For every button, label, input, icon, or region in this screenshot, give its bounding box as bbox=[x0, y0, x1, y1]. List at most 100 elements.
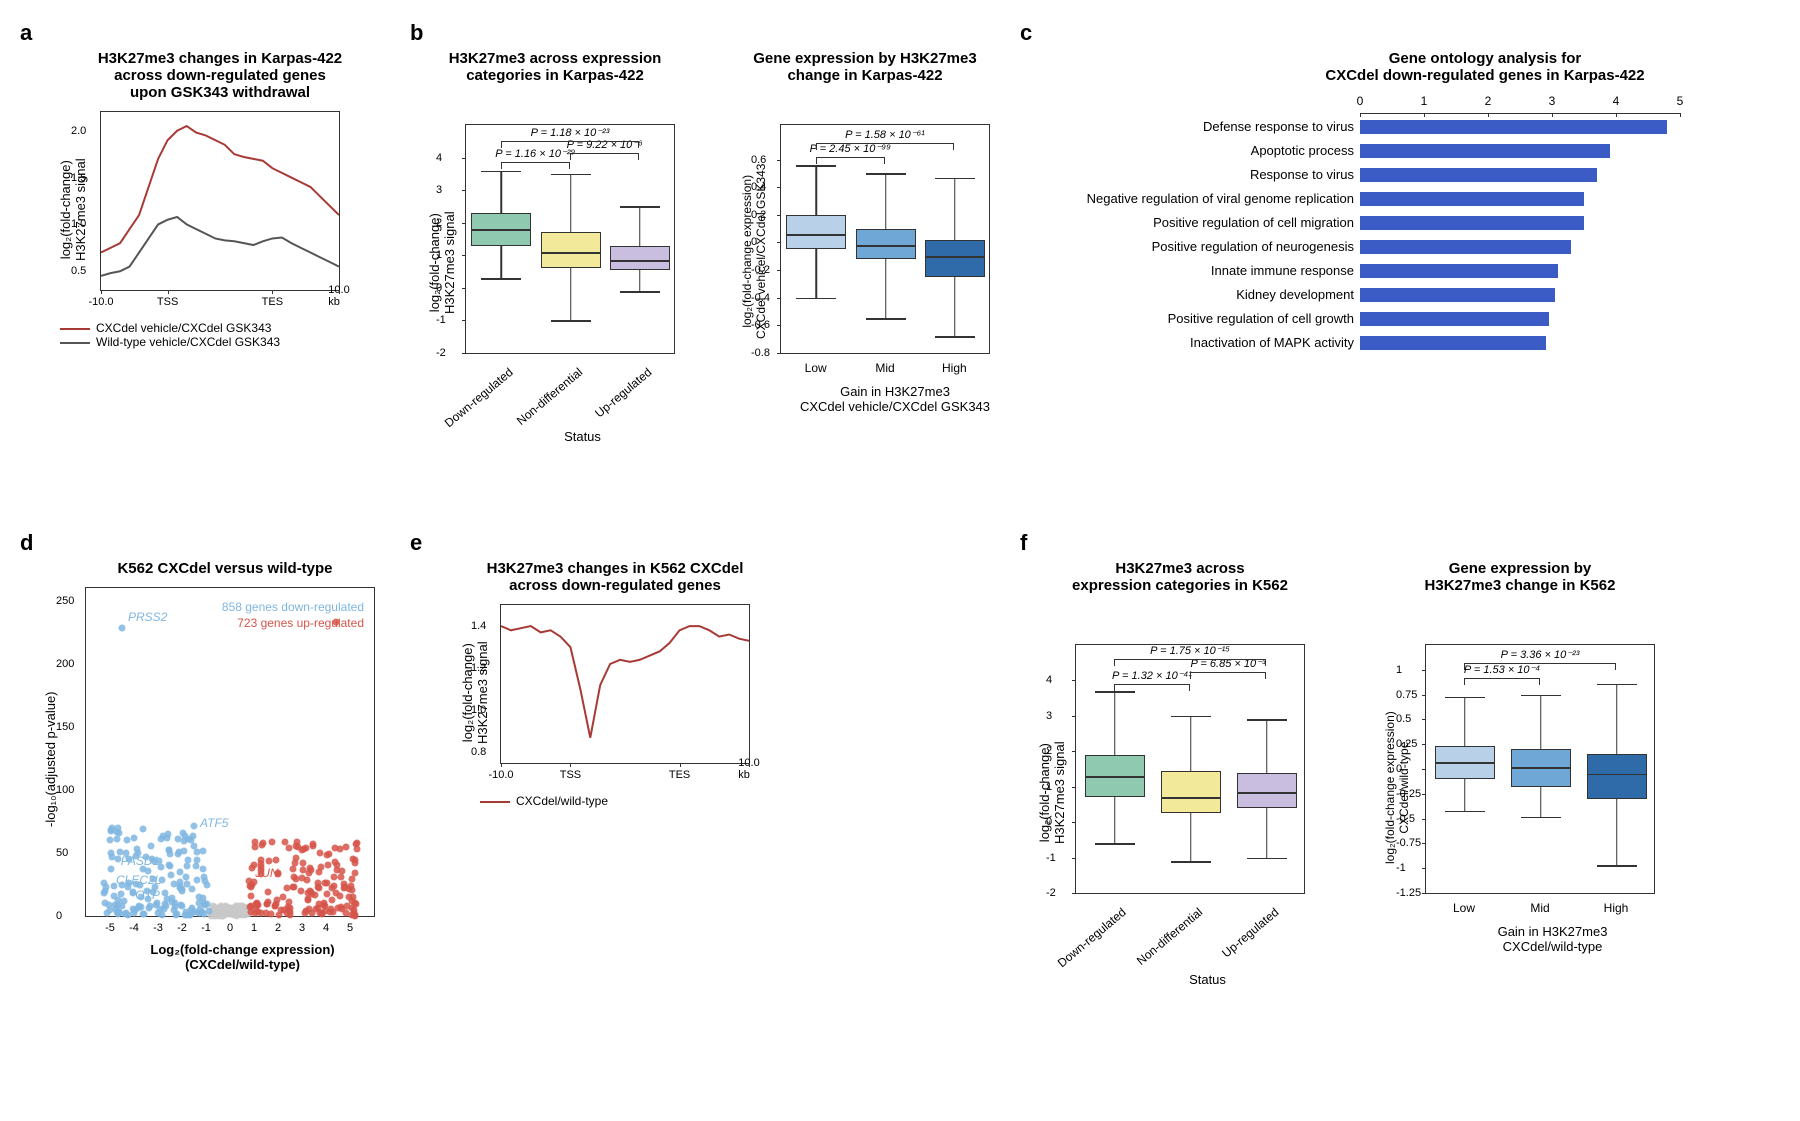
gene-point bbox=[268, 910, 275, 917]
up-count-label: 723 genes up-regulated bbox=[237, 616, 364, 630]
gene-label: PASD1 bbox=[121, 854, 159, 868]
ytick: 1 bbox=[1396, 664, 1402, 676]
gene-point bbox=[204, 881, 211, 888]
figure-grid: a H3K27me3 changes in Karpas-422 across … bbox=[20, 20, 1780, 1090]
gene-point bbox=[163, 896, 170, 903]
xcat-label: Mid bbox=[875, 361, 894, 375]
gene-label: ATF5 bbox=[200, 816, 228, 830]
gene-point bbox=[273, 857, 280, 864]
ytick: 3 bbox=[1046, 710, 1052, 722]
gene-point bbox=[259, 842, 266, 849]
gene-point bbox=[332, 858, 339, 865]
xcat-label: High bbox=[942, 361, 967, 375]
ytick: 0.8 bbox=[471, 746, 486, 758]
panel-f-right-xlabel: Gain in H3K27me3 CXCdel/wild-type bbox=[1425, 924, 1680, 954]
go-term-bar bbox=[1360, 312, 1549, 326]
p-value-label: P = 1.75 × 10⁻¹⁵ bbox=[1150, 644, 1230, 657]
legend-item: CXCdel vehicle/CXCdel GSK343 bbox=[60, 321, 400, 335]
gene-point bbox=[108, 866, 115, 873]
gene-point bbox=[343, 902, 350, 909]
gene-point bbox=[106, 902, 113, 909]
ytick: 100 bbox=[56, 784, 74, 796]
panel-b-left-xlabel: Status bbox=[465, 429, 700, 444]
ytick: -0.75 bbox=[1396, 837, 1421, 849]
gene-point bbox=[353, 840, 360, 847]
ytick: -0.5 bbox=[1396, 813, 1415, 825]
ytick: 1.4 bbox=[471, 620, 486, 632]
ytick: 200 bbox=[56, 658, 74, 670]
gene-point bbox=[140, 910, 147, 917]
xtick: 0 bbox=[1357, 94, 1364, 108]
go-term-label: Defense response to virus bbox=[1203, 119, 1360, 134]
box bbox=[1616, 645, 1617, 893]
ytick: -0.6 bbox=[751, 319, 770, 331]
gene-point bbox=[309, 840, 316, 847]
ytick: 0.2 bbox=[751, 209, 766, 221]
ytick: 2 bbox=[436, 217, 442, 229]
panel-e-label: e bbox=[410, 530, 422, 556]
xtick: -2 bbox=[177, 922, 187, 934]
ytick: -0.2 bbox=[751, 264, 770, 276]
ytick: 3 bbox=[436, 184, 442, 196]
p-value-label: P = 1.32 × 10⁻⁴¹ bbox=[1112, 669, 1192, 682]
ytick: 0.25 bbox=[1396, 738, 1417, 750]
panel-f-left-plot: -2-101234Down-regulatedNon-differentialU… bbox=[1075, 644, 1305, 894]
go-term-label: Apoptotic process bbox=[1251, 143, 1360, 158]
xcat-label: Mid bbox=[1530, 901, 1549, 915]
ytick: -1 bbox=[1046, 852, 1056, 864]
gene-point bbox=[308, 867, 315, 874]
xtick: 3 bbox=[1549, 94, 1556, 108]
panel-a-label: a bbox=[20, 20, 32, 46]
gene-point bbox=[297, 888, 304, 895]
gene-point bbox=[191, 908, 198, 915]
gene-point bbox=[159, 832, 166, 839]
gene-point bbox=[120, 897, 127, 904]
xtick: -4 bbox=[129, 922, 139, 934]
xtick: -1 bbox=[201, 922, 211, 934]
gene-point bbox=[304, 896, 311, 903]
panel-d-title: K562 CXCdel versus wild-type bbox=[50, 560, 400, 577]
ytick: -1 bbox=[436, 314, 446, 326]
box bbox=[1190, 645, 1191, 893]
ytick: 4 bbox=[1046, 674, 1052, 686]
gene-point bbox=[290, 883, 297, 890]
gene-point bbox=[132, 906, 139, 913]
xtick: TSS bbox=[157, 296, 178, 308]
gene-point bbox=[304, 876, 311, 883]
xcat-label: High bbox=[1604, 901, 1629, 915]
box bbox=[1266, 645, 1267, 893]
gene-point bbox=[184, 862, 191, 869]
gene-point bbox=[347, 882, 354, 889]
xcat-label: Non-differential bbox=[514, 365, 585, 428]
ytick: 0.4 bbox=[751, 181, 766, 193]
ytick: 1.0 bbox=[71, 218, 86, 230]
xtick: 3 bbox=[299, 922, 305, 934]
ytick: 50 bbox=[56, 847, 68, 859]
gene-point bbox=[201, 911, 208, 918]
panel-e-ylabel: log₂(fold-change) H3K27me3 signal bbox=[460, 641, 490, 744]
ytick: 0.75 bbox=[1396, 689, 1417, 701]
go-term-bar bbox=[1360, 120, 1667, 134]
gene-point bbox=[265, 857, 272, 864]
ytick: 0.5 bbox=[71, 265, 86, 277]
go-term-label: Inactivation of MAPK activity bbox=[1190, 335, 1360, 350]
ytick: -2 bbox=[1046, 887, 1056, 899]
panel-e-legend: CXCdel/wild-type bbox=[480, 794, 790, 808]
xtick: TES bbox=[669, 769, 690, 781]
go-term-label: Innate immune response bbox=[1211, 263, 1360, 278]
gene-point bbox=[323, 852, 330, 859]
gene-point bbox=[193, 857, 200, 864]
gene-point bbox=[167, 871, 174, 878]
gene-point bbox=[140, 826, 147, 833]
xtick: 0 bbox=[227, 922, 233, 934]
ytick: 4 bbox=[436, 152, 442, 164]
xcat-label: Low bbox=[1453, 901, 1475, 915]
gene-point bbox=[166, 861, 173, 868]
ytick: 0 bbox=[1396, 763, 1402, 775]
go-term-bar bbox=[1360, 192, 1584, 206]
panel-b-left-title: H3K27me3 across expression categories in… bbox=[410, 50, 700, 84]
p-value-label: P = 3.36 × 10⁻²³ bbox=[1501, 648, 1580, 661]
gene-point bbox=[315, 880, 322, 887]
go-term-label: Kidney development bbox=[1236, 287, 1360, 302]
gene-point bbox=[282, 839, 289, 846]
